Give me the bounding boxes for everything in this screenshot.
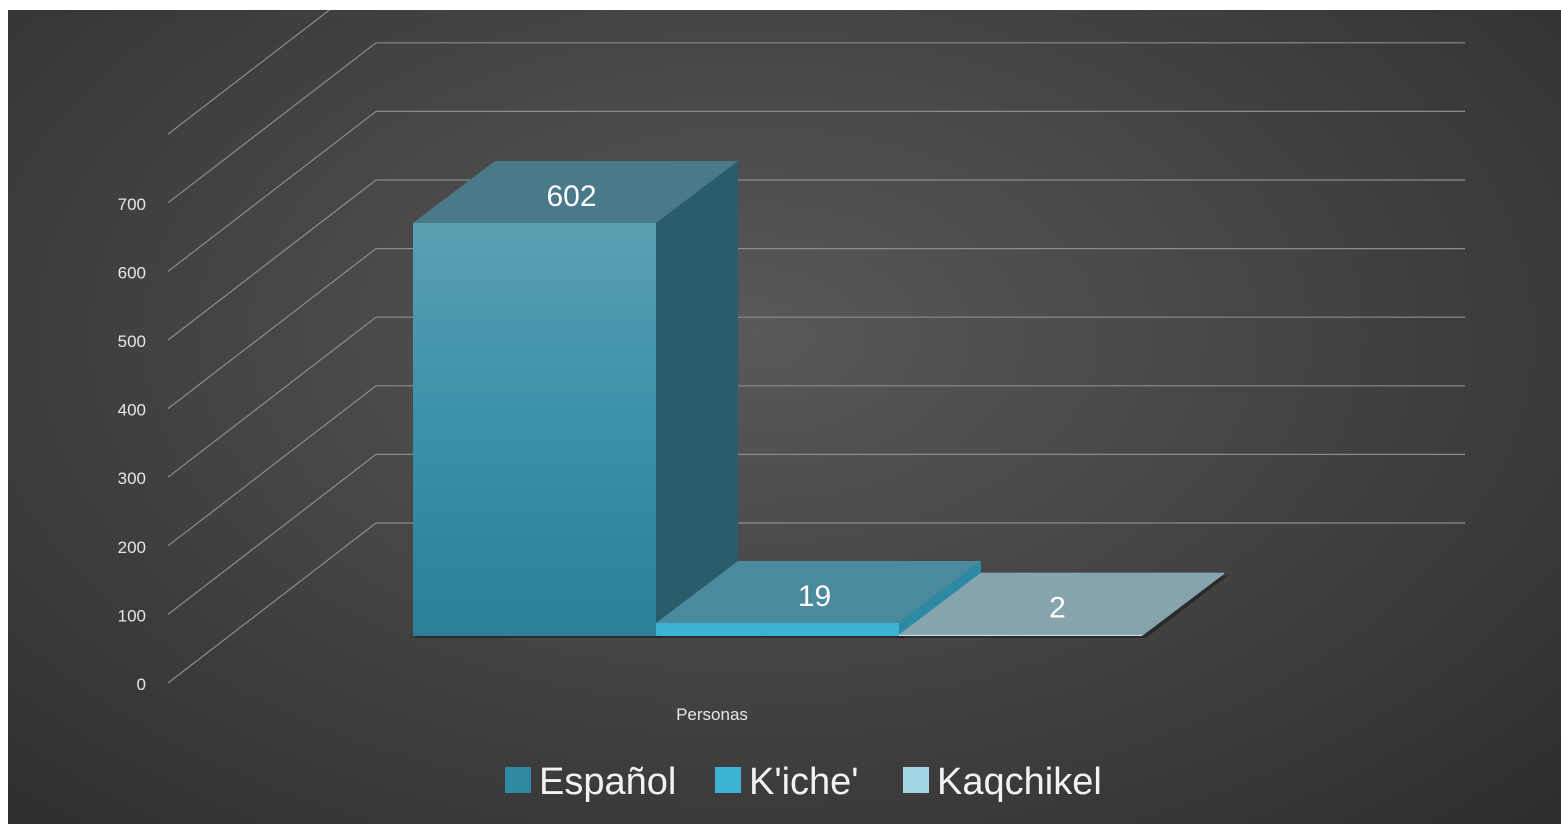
bars (409, 161, 1230, 638)
y-tick-label: 0 (137, 675, 146, 694)
y-tick-label: 100 (118, 606, 146, 625)
y-tick-label: 500 (118, 332, 146, 351)
y-tick-label: 600 (118, 263, 146, 282)
legend-label: Español (539, 761, 676, 803)
bar-front (899, 634, 1142, 636)
legend: Español K'iche' Kaqchikel (505, 761, 1102, 803)
bar-0 (409, 161, 744, 638)
data-label: 2 (1049, 592, 1066, 625)
bar-side (656, 161, 738, 636)
bar-side (899, 560, 981, 636)
gridline-depth (167, 522, 377, 684)
y-tick-label: 700 (118, 195, 146, 214)
bar-2 (895, 572, 1230, 638)
bar-1 (652, 560, 987, 638)
gridline-depth (167, 248, 377, 410)
gridline-depth (167, 42, 377, 204)
gridline-depth (167, 10, 331, 135)
chart-frame: 0 100 200 300 400 500 600 700 602 19 2 Personas E… (8, 10, 1561, 824)
gridline-depth (167, 453, 377, 615)
bar-side (1142, 572, 1224, 636)
legend-swatch (715, 767, 741, 793)
legend-swatch (505, 767, 531, 793)
y-axis-ticks: 0 100 200 300 400 500 600 700 (118, 195, 146, 694)
data-label: 602 (546, 180, 596, 213)
bar-top (413, 161, 738, 224)
bar-top (656, 560, 981, 623)
y-tick-label: 400 (118, 401, 146, 420)
bar-chart: 0 100 200 300 400 500 600 700 602 19 2 Personas E… (118, 10, 1465, 803)
bar-top (899, 572, 1224, 635)
data-label: 19 (798, 580, 831, 613)
y-tick-label: 200 (118, 538, 146, 557)
bar-front (413, 223, 656, 636)
legend-label: K'iche' (749, 761, 859, 803)
legend-swatch (903, 767, 929, 793)
gridline-depth (167, 316, 377, 478)
y-tick-label: 300 (118, 469, 146, 488)
x-axis-label: Personas (676, 705, 748, 724)
bar-front (656, 622, 899, 636)
gridline-depth (167, 385, 377, 547)
data-labels: 602 19 2 (546, 180, 1065, 625)
legend-label: Kaqchikel (937, 761, 1102, 803)
gridline-depth (167, 110, 377, 272)
gridline-depth (167, 179, 377, 341)
